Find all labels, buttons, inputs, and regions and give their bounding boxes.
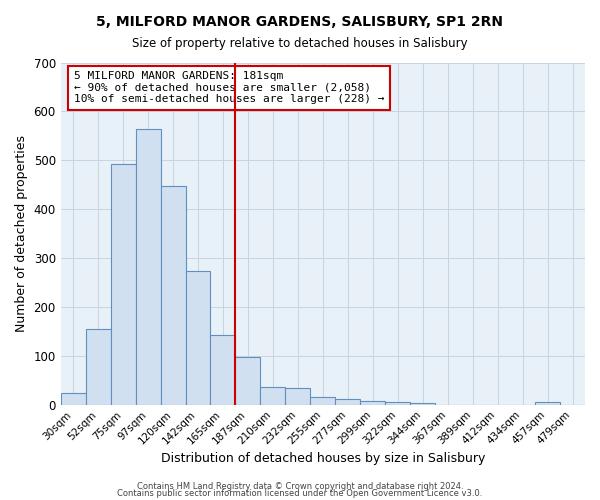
Bar bbox=[61, 392, 86, 404]
Bar bbox=[286, 388, 310, 404]
Bar bbox=[136, 128, 161, 404]
Y-axis label: Number of detached properties: Number of detached properties bbox=[15, 135, 28, 332]
Bar bbox=[335, 399, 360, 404]
Bar bbox=[260, 387, 286, 404]
Bar bbox=[185, 272, 211, 404]
Bar bbox=[161, 186, 185, 404]
Bar bbox=[360, 401, 385, 404]
Text: 5 MILFORD MANOR GARDENS: 181sqm
← 90% of detached houses are smaller (2,058)
10%: 5 MILFORD MANOR GARDENS: 181sqm ← 90% of… bbox=[74, 71, 384, 104]
Text: 5, MILFORD MANOR GARDENS, SALISBURY, SP1 2RN: 5, MILFORD MANOR GARDENS, SALISBURY, SP1… bbox=[97, 15, 503, 29]
Bar bbox=[535, 402, 560, 404]
Bar bbox=[235, 357, 260, 405]
Bar bbox=[86, 329, 110, 404]
Text: Contains HM Land Registry data © Crown copyright and database right 2024.: Contains HM Land Registry data © Crown c… bbox=[137, 482, 463, 491]
Bar bbox=[310, 398, 335, 404]
X-axis label: Distribution of detached houses by size in Salisbury: Distribution of detached houses by size … bbox=[161, 452, 485, 465]
Text: Contains public sector information licensed under the Open Government Licence v3: Contains public sector information licen… bbox=[118, 489, 482, 498]
Bar bbox=[211, 335, 235, 404]
Bar bbox=[385, 402, 410, 404]
Bar bbox=[110, 164, 136, 404]
Text: Size of property relative to detached houses in Salisbury: Size of property relative to detached ho… bbox=[132, 38, 468, 51]
